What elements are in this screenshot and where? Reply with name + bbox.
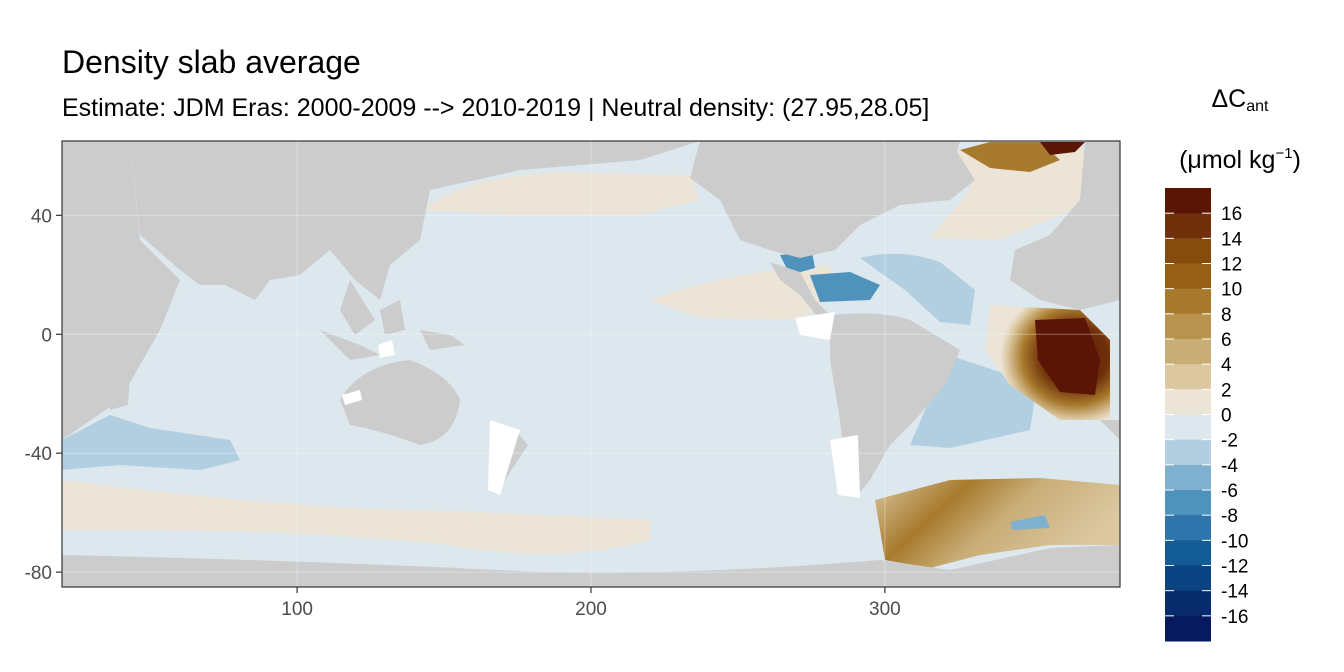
legend-break-label: 0 <box>1221 406 1232 427</box>
legend-swatch <box>1165 364 1211 390</box>
missing-data-patch <box>342 390 362 405</box>
legend-swatch <box>1165 540 1211 566</box>
legend-break-label: 16 <box>1221 204 1242 225</box>
legend-swatch <box>1165 615 1211 642</box>
x-axis: 100 200 300 <box>281 587 901 620</box>
western-atlantic-negative-region <box>860 253 975 325</box>
weddell-sea-negative-patch <box>1010 515 1050 530</box>
legend-break-label: 10 <box>1221 280 1242 301</box>
legend-unit-exponent: −1 <box>1275 145 1293 162</box>
legend-break-label: -4 <box>1221 456 1238 477</box>
land-new-guinea <box>420 330 465 350</box>
legend-break-label: 2 <box>1221 380 1232 401</box>
legend-break-label: -2 <box>1221 431 1238 452</box>
legend-break-label: -6 <box>1221 481 1238 502</box>
legend-break-label: -8 <box>1221 506 1238 527</box>
map-grid <box>62 141 1120 587</box>
land-central-america <box>770 262 830 320</box>
legend-swatch <box>1165 188 1211 214</box>
legend-swatch <box>1165 313 1211 340</box>
legend-swatch <box>1165 464 1211 491</box>
north-pacific-positive-region <box>420 172 700 215</box>
land-south-america <box>830 313 960 498</box>
legend-swatch <box>1165 339 1211 365</box>
legend-unit-left: (μmol kg <box>1179 146 1276 174</box>
legend-break-label: 14 <box>1221 229 1243 250</box>
legend-break-label: -12 <box>1221 557 1248 578</box>
y-tick-label: 0 <box>41 325 52 346</box>
legend-title-subscript: ant <box>1246 98 1269 115</box>
legend-break-label: -10 <box>1221 531 1248 552</box>
map-panel <box>62 141 1120 587</box>
nordic-seas-max-region <box>1040 142 1085 155</box>
southern-indian-negative-region <box>62 415 240 470</box>
y-tick-label: 40 <box>31 206 52 227</box>
land-indochina <box>340 280 375 335</box>
legend-break-label: 12 <box>1221 255 1242 276</box>
x-tick-label: 300 <box>869 599 901 620</box>
legend-swatch <box>1165 389 1211 415</box>
missing-data-areas <box>342 312 860 498</box>
y-tick-label: -80 <box>25 563 52 584</box>
legend-unit-right: ) <box>1292 146 1301 174</box>
x-tick-label: 200 <box>575 599 607 620</box>
y-tick-label: -40 <box>25 444 52 465</box>
land-masses <box>62 141 1120 587</box>
legend-swatch <box>1165 288 1211 315</box>
southern-ocean-band <box>62 480 650 554</box>
legend-swatch <box>1165 263 1211 290</box>
legend-title: ΔCant <box>1150 82 1330 124</box>
land-eurasia <box>130 141 700 300</box>
gulf-of-guinea-max-region <box>1035 318 1100 395</box>
land-madagascar <box>110 350 132 410</box>
legend-break-label: 8 <box>1221 305 1232 326</box>
north-atlantic-positive-region <box>930 145 1120 240</box>
legend-break-label: 4 <box>1221 355 1232 376</box>
y-axis: 40 0 -40 -80 <box>25 206 62 584</box>
land-australia <box>340 360 460 445</box>
legend-title-main: ΔC <box>1211 85 1247 113</box>
land-west-africa-europe <box>1010 141 1120 310</box>
land-sumatra <box>320 330 380 360</box>
land-east-africa <box>62 141 180 440</box>
land-antarctica <box>62 545 1120 587</box>
legend-swatch <box>1165 590 1211 617</box>
land-borneo <box>380 300 405 335</box>
nordic-seas-positive-region <box>960 142 1060 172</box>
x-tick-label: 100 <box>281 599 313 620</box>
missing-data-patch <box>378 340 395 358</box>
missing-data-patch <box>488 420 520 495</box>
legend-swatch <box>1165 414 1211 441</box>
land-south-africa <box>1100 420 1120 440</box>
legend-swatch <box>1165 515 1211 541</box>
legend-swatch <box>1165 565 1211 592</box>
land-greenland <box>880 141 960 180</box>
legend-break-label: -14 <box>1221 582 1249 603</box>
caribbean-negative-region <box>810 272 880 302</box>
legend-break-label: 6 <box>1221 330 1232 351</box>
weddell-sea-positive-region <box>875 478 1120 568</box>
legend-swatch <box>1165 490 1211 516</box>
legend-swatch <box>1165 238 1211 264</box>
legend-swatch <box>1165 439 1211 466</box>
legend-break-label: -16 <box>1221 607 1248 628</box>
missing-data-patch <box>795 312 835 340</box>
legend-unit: (μmol kg−1) <box>1150 134 1330 180</box>
legend-swatch <box>1165 213 1211 239</box>
chart-subtitle: Estimate: JDM Eras: 2000-2009 --> 2010-2… <box>62 94 930 122</box>
chart-title: Density slab average <box>62 44 361 80</box>
legend-colorbar: 16 14 12 10 8 6 4 2 0 -2 -4 -6 -8 -10 -12 -14 -16 <box>1165 188 1249 642</box>
missing-data-patch <box>830 435 860 498</box>
